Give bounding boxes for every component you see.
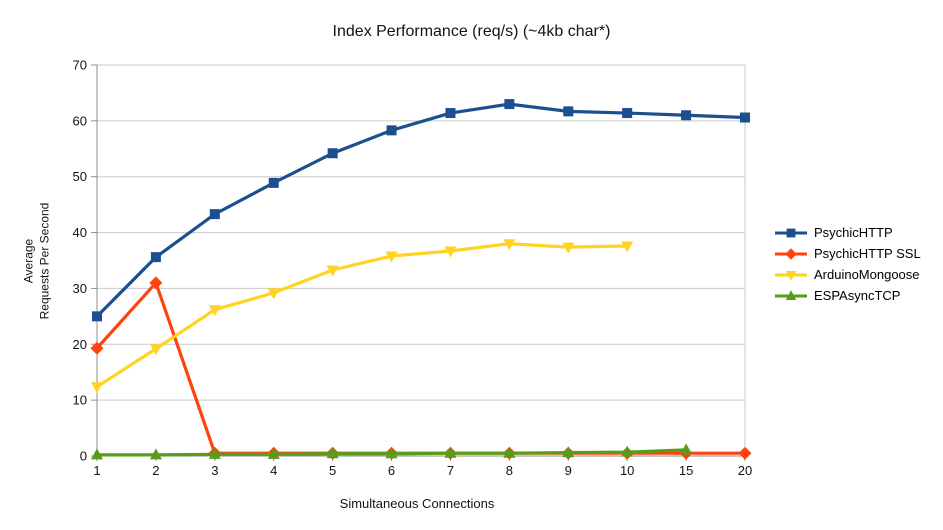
x-tick-label: 4 <box>270 463 277 478</box>
y-tick-label: 70 <box>73 58 87 73</box>
marker-psychichttp-2 <box>150 252 161 263</box>
marker-arduinomongoose-9 <box>562 242 575 254</box>
marker-psychichttp-8 <box>504 99 515 110</box>
marker-espasynctcp-6 <box>385 447 398 459</box>
y-axis-title-line1: Average <box>21 238 36 284</box>
legend-label: PsychicHTTP SSL <box>814 246 921 261</box>
legend-item-espasynctcp: ESPAsyncTCP <box>774 287 921 304</box>
marker-espasynctcp-2 <box>149 448 162 460</box>
marker-espasynctcp-10 <box>621 445 634 457</box>
chart-title: Index Performance (req/s) (~4kb char*) <box>332 23 611 40</box>
legend-swatch-arduinomongoose <box>775 270 807 281</box>
marker-psychichttp-7 <box>445 108 456 119</box>
marker-arduinomongoose-2 <box>149 344 162 356</box>
marker-psychichttp-1 <box>92 311 102 322</box>
x-tick-label: 9 <box>565 463 572 478</box>
x-axis-title: Simultaneous Connections <box>339 496 495 511</box>
marker-psychichttp-3 <box>209 209 220 220</box>
legend-label: PsychicHTTP <box>814 225 893 240</box>
y-tick-label: 10 <box>73 393 87 408</box>
marker-espasynctcp-7 <box>444 446 457 458</box>
marker-arduinomongoose-1 <box>91 382 103 394</box>
x-tick-label: 3 <box>211 463 218 478</box>
y-axis-title-line2: Requests Per Second <box>37 202 51 320</box>
marker-arduinomongoose-7 <box>444 246 457 258</box>
marker-espasynctcp-3 <box>208 447 221 459</box>
legend: PsychicHTTP PsychicHTTP SSL ArduinoMongoos… <box>774 224 921 304</box>
legend-marker-arduinomongoose <box>785 270 797 281</box>
x-tick-label: 7 <box>447 463 454 478</box>
legend-marker-espasynctcp <box>785 289 797 300</box>
legend-swatch-psychichttp-ssl <box>775 247 807 260</box>
y-tick-label: 0 <box>80 449 87 464</box>
marker-espasynctcp-9 <box>562 446 575 458</box>
legend-label: ESPAsyncTCP <box>814 288 901 303</box>
marker-espasynctcp-5 <box>326 447 339 459</box>
marker-psychichttp-6 <box>386 125 397 136</box>
y-tick-label: 50 <box>73 169 87 184</box>
marker-espasynctcp-1 <box>91 448 103 460</box>
legend-swatch-psychichttp <box>775 228 807 237</box>
y-tick-label: 20 <box>73 337 87 352</box>
marker-arduinomongoose-4 <box>267 288 280 300</box>
marker-espasynctcp-4 <box>267 447 280 459</box>
marker-espasynctcp-8 <box>503 446 516 458</box>
marker-arduinomongoose-10 <box>621 241 634 253</box>
y-tick-label: 30 <box>73 281 87 296</box>
legend-marker-psychichttp <box>786 228 796 237</box>
legend-item-arduinomongoose: ArduinoMongoose <box>774 266 921 283</box>
marker-psychichttp-5 <box>327 148 338 159</box>
series-line-psychichttp <box>95 102 746 318</box>
legend-marker-psychichttp-ssl <box>785 247 797 260</box>
marker-arduinomongoose-3 <box>208 305 221 317</box>
x-tick-label: 8 <box>506 463 513 478</box>
legend-swatch-espasynctcp <box>775 289 807 300</box>
x-tick-label: 15 <box>679 463 693 478</box>
series-line-psychichttp-ssl <box>95 281 745 455</box>
x-tick-label: 2 <box>152 463 159 478</box>
x-tick-label: 6 <box>388 463 395 478</box>
marker-psychichttp-ssl-20 <box>738 446 752 460</box>
x-tick-label: 10 <box>620 463 634 478</box>
marker-psychichttp-ssl-1 <box>90 341 104 355</box>
marker-arduinomongoose-6 <box>385 251 398 263</box>
marker-psychichttp-ssl-2 <box>149 276 163 290</box>
marker-psychichttp-9 <box>563 106 574 117</box>
x-tick-label: 1 <box>93 463 100 478</box>
y-axis-title: Average Requests Per Second <box>21 203 52 320</box>
legend-item-psychichttp: PsychicHTTP <box>774 224 921 241</box>
y-tick-label: 60 <box>73 113 87 128</box>
marker-psychichttp-20 <box>740 112 750 123</box>
x-tick-label: 20 <box>738 463 752 478</box>
marker-psychichttp-10 <box>622 108 633 119</box>
legend-label: ArduinoMongoose <box>814 267 920 282</box>
marker-psychichttp-15 <box>681 110 692 121</box>
legend-item-psychichttp-ssl: PsychicHTTP SSL <box>774 245 921 262</box>
marker-arduinomongoose-8 <box>503 239 516 251</box>
marker-psychichttp-4 <box>268 177 279 188</box>
y-tick-label: 40 <box>73 225 87 240</box>
series-line-arduinomongoose <box>96 242 628 389</box>
marker-espasynctcp-15 <box>680 443 693 455</box>
marker-arduinomongoose-5 <box>326 265 339 277</box>
x-tick-label: 5 <box>329 463 336 478</box>
